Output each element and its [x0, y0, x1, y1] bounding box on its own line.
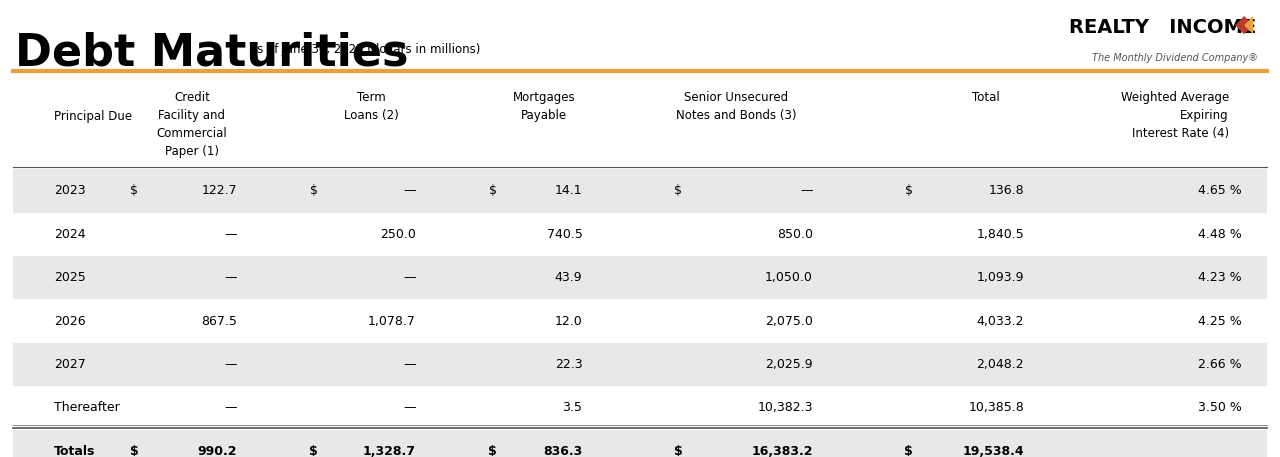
Text: 250.0: 250.0: [380, 228, 416, 241]
Text: Totals: Totals: [54, 445, 95, 457]
Text: 3.50 %: 3.50 %: [1198, 401, 1242, 414]
Text: 1,050.0: 1,050.0: [765, 271, 813, 284]
Text: —: —: [224, 271, 237, 284]
Text: —: —: [403, 401, 416, 414]
Text: 19,538.4: 19,538.4: [963, 445, 1024, 457]
Text: Weighted Average
Expiring
Interest Rate (4): Weighted Average Expiring Interest Rate …: [1120, 91, 1229, 140]
Text: —: —: [224, 358, 237, 371]
Text: 1,093.9: 1,093.9: [977, 271, 1024, 284]
Text: Credit
Facility and
Commercial
Paper (1): Credit Facility and Commercial Paper (1): [156, 91, 228, 159]
Text: 4.25 %: 4.25 %: [1198, 314, 1242, 328]
Text: $: $: [905, 445, 913, 457]
Text: 43.9: 43.9: [554, 271, 582, 284]
Text: Total: Total: [972, 91, 1000, 104]
Text: The Monthly Dividend Company®: The Monthly Dividend Company®: [1092, 53, 1258, 63]
Text: Thereafter: Thereafter: [54, 401, 119, 414]
Text: $: $: [905, 184, 913, 197]
Text: 2023: 2023: [54, 184, 86, 197]
Text: 867.5: 867.5: [201, 314, 237, 328]
Text: 4.65 %: 4.65 %: [1198, 184, 1242, 197]
Text: as of June 30, 2023 (dollars in millions): as of June 30, 2023 (dollars in millions…: [250, 43, 480, 56]
Text: $: $: [131, 184, 138, 197]
Text: 4.48 %: 4.48 %: [1198, 228, 1242, 241]
Text: 1,328.7: 1,328.7: [364, 445, 416, 457]
Text: 850.0: 850.0: [777, 228, 813, 241]
Text: Mortgages
Payable: Mortgages Payable: [513, 91, 575, 122]
Text: —: —: [800, 184, 813, 197]
Text: 22.3: 22.3: [554, 358, 582, 371]
Text: 4.23 %: 4.23 %: [1198, 271, 1242, 284]
Text: $: $: [489, 184, 497, 197]
Text: Term
Loans (2): Term Loans (2): [344, 91, 398, 122]
Text: $: $: [675, 184, 682, 197]
Text: 1,840.5: 1,840.5: [977, 228, 1024, 241]
Text: 2,048.2: 2,048.2: [977, 358, 1024, 371]
Text: 4,033.2: 4,033.2: [977, 314, 1024, 328]
Text: REALTY   INCOME: REALTY INCOME: [1069, 18, 1256, 37]
Text: 2.66 %: 2.66 %: [1198, 358, 1242, 371]
Text: —: —: [224, 401, 237, 414]
Text: 1,078.7: 1,078.7: [369, 314, 416, 328]
Text: Principal Due: Principal Due: [54, 110, 132, 122]
Text: Senior Unsecured
Notes and Bonds (3): Senior Unsecured Notes and Bonds (3): [676, 91, 796, 122]
Text: 2025: 2025: [54, 271, 86, 284]
Text: $: $: [131, 445, 138, 457]
Text: 136.8: 136.8: [988, 184, 1024, 197]
Text: 16,383.2: 16,383.2: [751, 445, 813, 457]
Text: —: —: [403, 184, 416, 197]
Text: $: $: [675, 445, 682, 457]
Text: 10,382.3: 10,382.3: [758, 401, 813, 414]
Text: 10,385.8: 10,385.8: [968, 401, 1024, 414]
Text: $: $: [310, 184, 317, 197]
Text: —: —: [403, 358, 416, 371]
Text: 740.5: 740.5: [547, 228, 582, 241]
Text: 122.7: 122.7: [201, 184, 237, 197]
Text: Debt Maturities: Debt Maturities: [15, 32, 408, 75]
Text: 14.1: 14.1: [554, 184, 582, 197]
Text: 2026: 2026: [54, 314, 86, 328]
Text: $: $: [310, 445, 317, 457]
Text: 2024: 2024: [54, 228, 86, 241]
Text: 12.0: 12.0: [554, 314, 582, 328]
Text: 990.2: 990.2: [197, 445, 237, 457]
Text: $: $: [489, 445, 497, 457]
Text: 2027: 2027: [54, 358, 86, 371]
Text: 3.5: 3.5: [562, 401, 582, 414]
Text: —: —: [224, 228, 237, 241]
Text: 836.3: 836.3: [543, 445, 582, 457]
Text: —: —: [403, 271, 416, 284]
Text: 2,075.0: 2,075.0: [765, 314, 813, 328]
Text: 2,025.9: 2,025.9: [765, 358, 813, 371]
